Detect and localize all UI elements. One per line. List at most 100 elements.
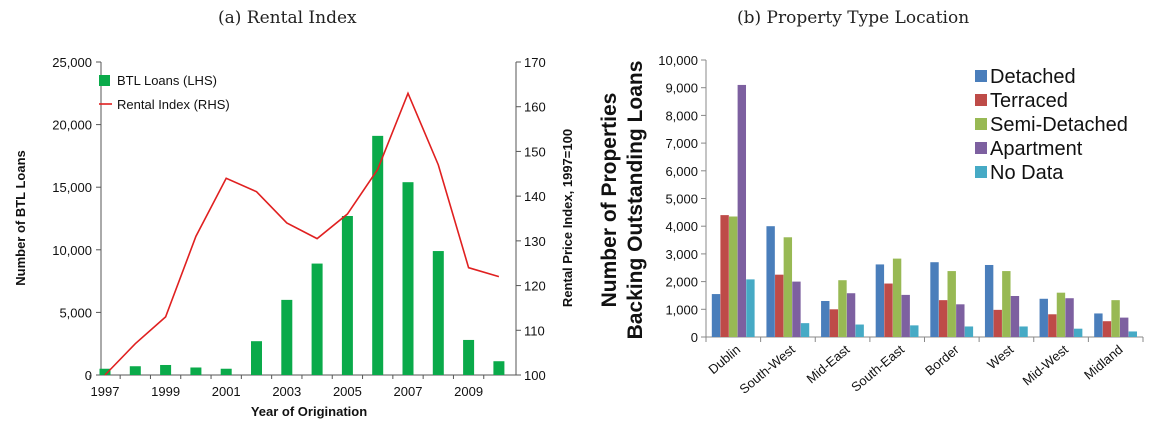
legend-swatch-semi-detached <box>975 118 987 130</box>
bar-semi-detached <box>892 258 902 337</box>
bar-semi-detached <box>1056 292 1066 337</box>
bar-semi-detached <box>729 216 738 337</box>
y-tick-label: 15,000 <box>52 180 92 195</box>
legend-label-terraced: Terraced <box>990 90 1068 112</box>
y-tick-label: 10,000 <box>658 53 698 68</box>
bar-terraced <box>775 274 784 337</box>
x-tick-label: 2005 <box>333 384 362 399</box>
x-category-label: South-East <box>848 342 907 395</box>
x-category-label: Midland <box>1081 342 1126 383</box>
bar-apartment <box>901 294 910 337</box>
y2-tick-label: 160 <box>524 100 546 115</box>
bar-btl-loans <box>493 361 505 375</box>
x-tick-label: 1999 <box>151 384 180 399</box>
bar-semi-detached <box>947 271 956 337</box>
bar-semi-detached <box>1111 300 1120 337</box>
y2-tick-label: 110 <box>524 323 545 338</box>
x-category-label: Dublin <box>705 342 743 377</box>
y-tick-label: 1,000 <box>665 302 698 317</box>
x-tick-label: 1997 <box>91 384 120 399</box>
bar-btl-loans <box>99 368 111 375</box>
legend-swatch-btl <box>99 75 110 86</box>
y-tick-label: 0 <box>691 330 698 345</box>
y-tick-label: 5,000 <box>665 192 698 207</box>
legend-swatch-apartment <box>975 142 987 154</box>
y-axis-label-line1: Number of Properties <box>598 93 621 308</box>
bar-btl-loans <box>190 367 202 375</box>
bar-btl-loans <box>251 341 262 375</box>
x-category-label: Mid-West <box>1019 342 1071 389</box>
x-tick-label: 2003 <box>272 384 301 399</box>
x-axis-label: Year of Origination <box>251 404 367 419</box>
bar-no-data <box>964 326 974 337</box>
y-tick-label: 8,000 <box>665 108 698 123</box>
bar-btl-loans <box>372 135 384 375</box>
bar-detached <box>984 264 994 337</box>
y-tick-label: 20,000 <box>52 118 92 133</box>
y2-tick-label: 130 <box>524 234 546 249</box>
bar-semi-detached <box>838 280 847 337</box>
bar-apartment <box>956 304 965 337</box>
y2-tick-label: 140 <box>524 189 546 204</box>
bar-btl-loans <box>432 251 444 375</box>
bar-detached <box>930 262 939 337</box>
bar-no-data <box>1019 326 1028 337</box>
y-axis-label-line2: Backing Outstanding Loans <box>624 61 647 340</box>
bar-detached <box>1039 298 1048 337</box>
chart-b-title: (b) Property Type Location <box>737 8 970 28</box>
legend-label-semi-detached: Semi-Detached <box>990 114 1128 136</box>
x-category-label: West <box>984 342 1016 373</box>
y-tick-label: 2,000 <box>665 275 698 290</box>
y-tick-label: 5,000 <box>59 305 92 320</box>
x-tick-label: 2007 <box>394 384 423 399</box>
legend-swatch-detached <box>975 70 987 82</box>
x-tick-label: 2001 <box>212 384 241 399</box>
bar-semi-detached <box>1002 271 1011 337</box>
bar-apartment <box>792 281 801 337</box>
bar-no-data <box>800 323 810 337</box>
y2-axis-label: Rental Price Index, 1997=100 <box>560 129 575 307</box>
bar-btl-loans <box>160 364 172 375</box>
bar-btl-loans <box>463 339 475 375</box>
y2-tick-label: 170 <box>524 55 546 70</box>
bar-no-data <box>910 325 919 337</box>
y2-tick-label: 120 <box>524 279 546 294</box>
legend-swatch-terraced <box>975 94 987 106</box>
y-tick-label: 25,000 <box>52 55 92 70</box>
x-category-label: South-West <box>736 342 798 397</box>
legend-label-no-data: No Data <box>990 162 1064 184</box>
x-tick-label: 2009 <box>454 384 483 399</box>
bar-terraced <box>993 309 1002 337</box>
y-tick-label: 10,000 <box>52 243 92 258</box>
y2-tick-label: 150 <box>524 144 546 159</box>
chart-a-title: (a) Rental Index <box>218 8 357 28</box>
y-tick-label: 3,000 <box>665 247 698 262</box>
legend-label-rental: Rental Index (RHS) <box>117 97 230 112</box>
bar-no-data <box>855 324 864 337</box>
bar-detached <box>711 294 721 337</box>
bar-btl-loans <box>311 263 323 375</box>
bar-no-data <box>1073 328 1083 337</box>
bar-detached <box>875 264 885 337</box>
bar-terraced <box>1102 321 1112 337</box>
bar-apartment <box>1065 298 1074 337</box>
legend-label-apartment: Apartment <box>990 138 1083 160</box>
bar-terraced <box>1048 314 1057 337</box>
bar-terraced <box>829 309 839 337</box>
bar-btl-loans <box>220 368 232 375</box>
bar-detached <box>766 226 775 337</box>
bar-detached <box>1094 313 1103 337</box>
bar-detached <box>821 300 830 337</box>
y-tick-label: 4,000 <box>665 219 698 234</box>
x-category-label: Border <box>922 341 962 378</box>
bar-apartment <box>737 84 747 338</box>
y-tick-label: 7,000 <box>665 136 698 151</box>
y-tick-label: 9,000 <box>665 81 698 96</box>
bar-no-data <box>746 279 755 337</box>
bar-semi-detached <box>783 237 793 337</box>
bar-terraced <box>938 300 948 337</box>
legend-label-btl: BTL Loans (LHS) <box>117 73 217 88</box>
bar-btl-loans <box>281 299 293 375</box>
bar-terraced <box>720 215 729 337</box>
